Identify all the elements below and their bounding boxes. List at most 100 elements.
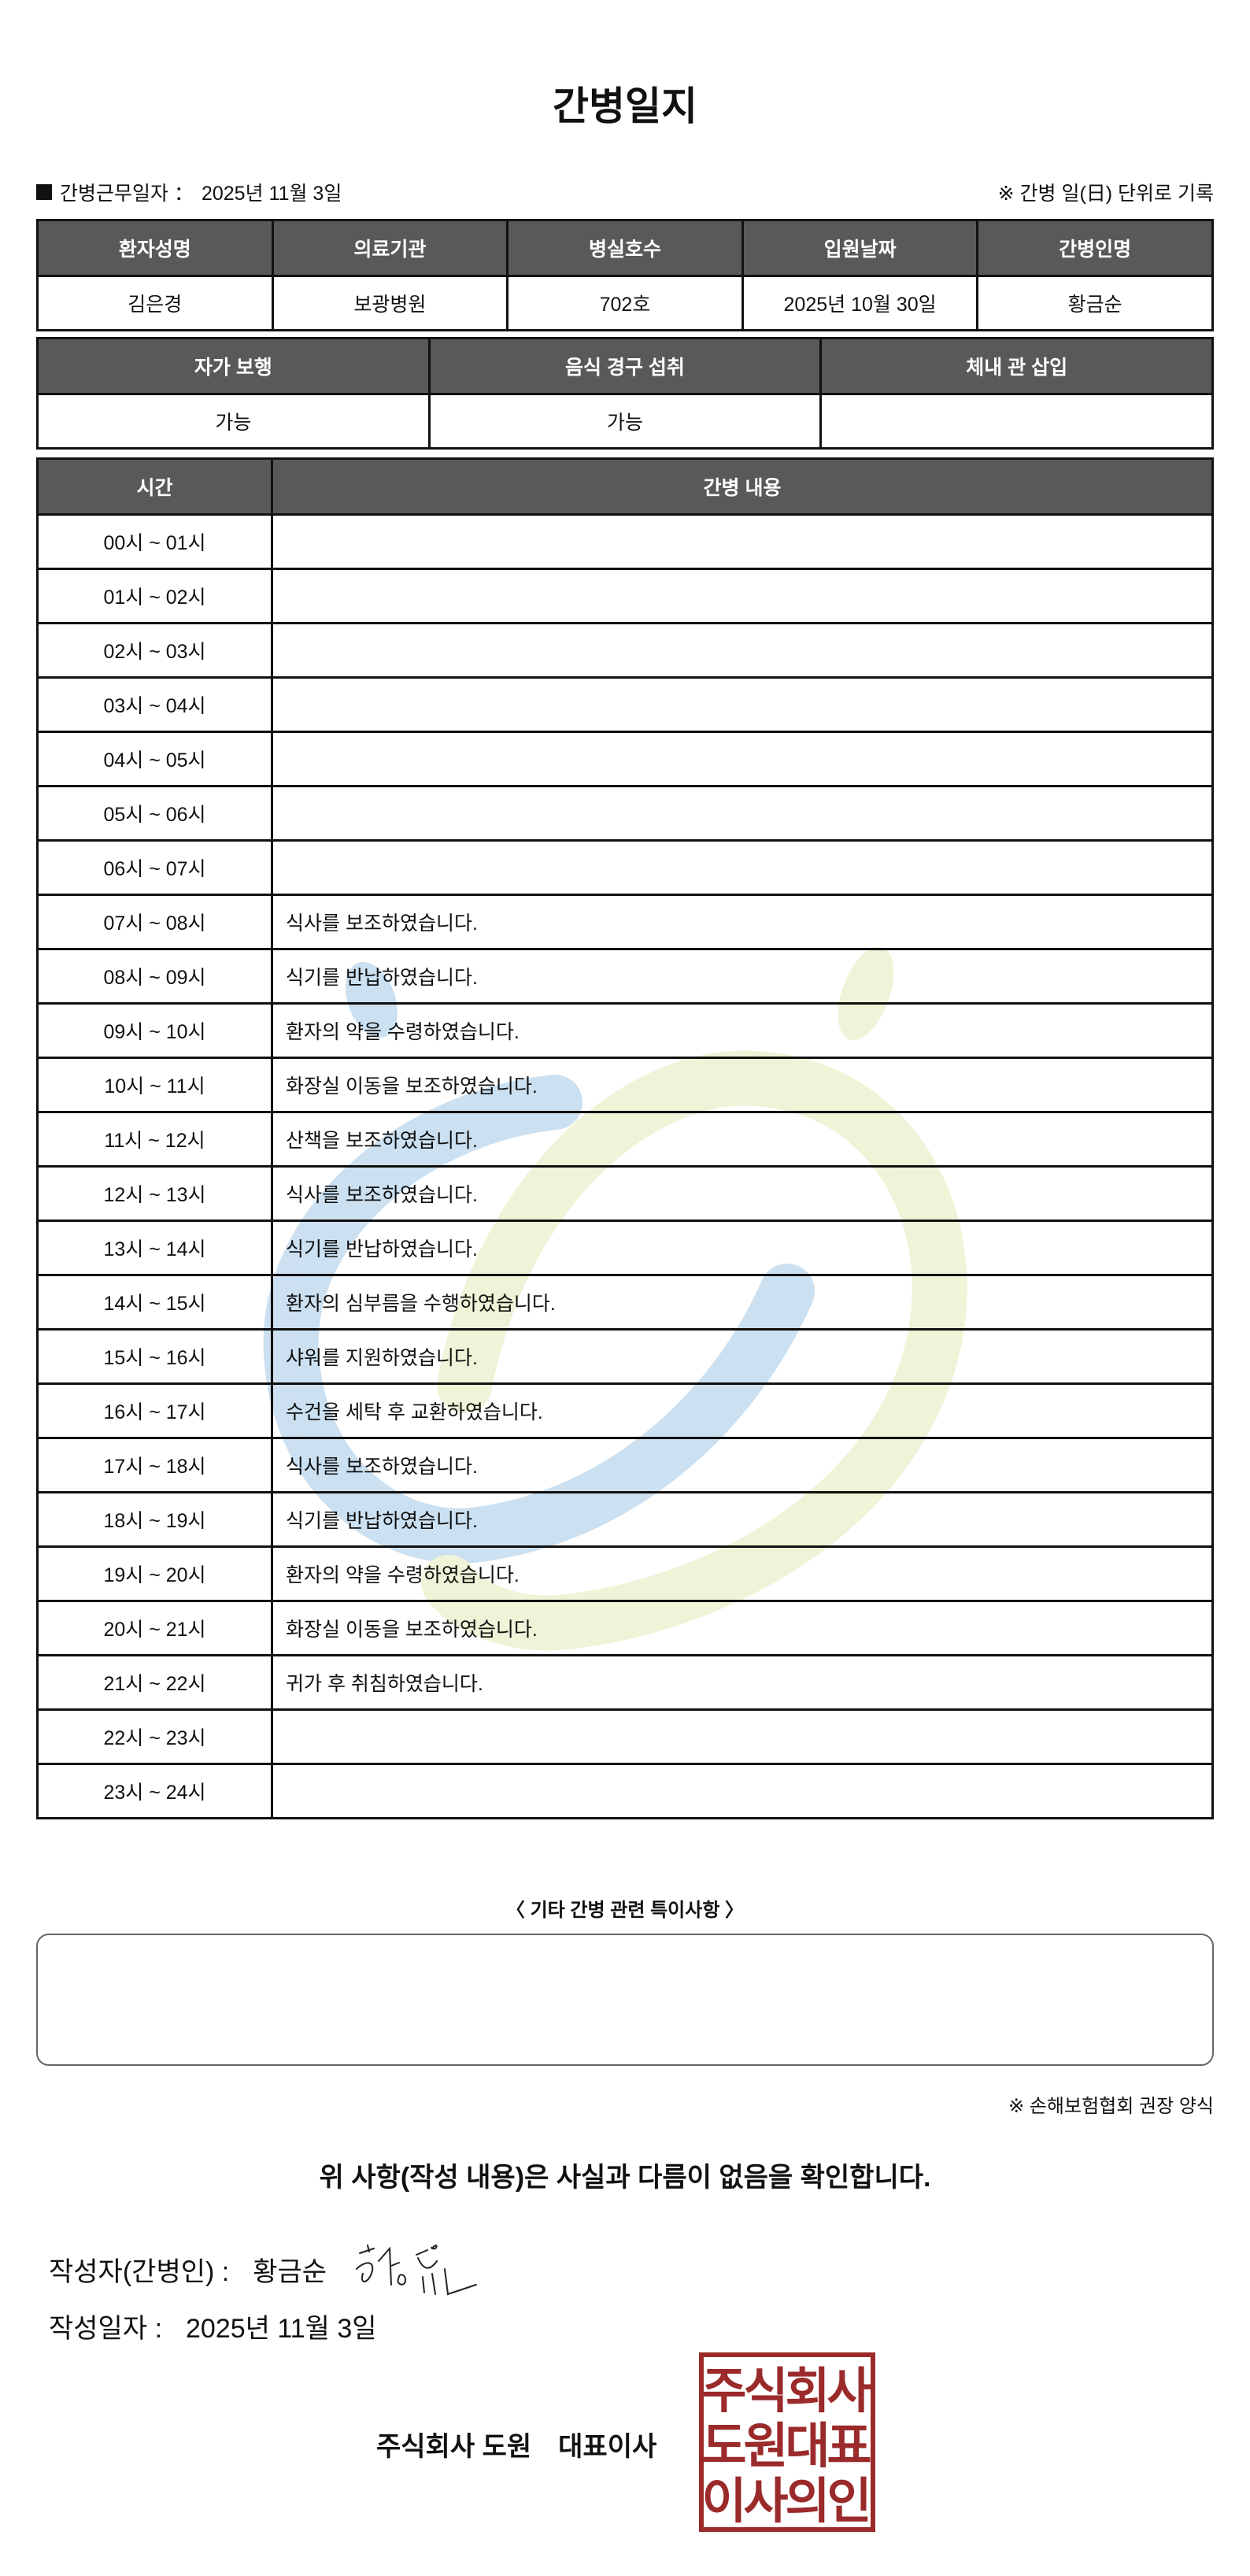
written-date: 작성일자 : 2025년 11월 3일 bbox=[49, 2307, 377, 2345]
time-cell: 15시 ~ 16시 bbox=[36, 1328, 273, 1385]
content-cell: 산책을 보조하였습니다. bbox=[271, 1111, 1214, 1168]
seal-char: 대 bbox=[785, 2419, 830, 2474]
table-row: 22시 ~ 23시 bbox=[36, 1708, 1214, 1765]
time-cell: 06시 ~ 07시 bbox=[36, 839, 273, 896]
writer-label: 작성자(간병인) : bbox=[49, 2256, 230, 2287]
seal-char: 도 bbox=[701, 2419, 746, 2474]
table-row: 08시 ~ 09시 식기를 반납하였습니다. bbox=[36, 948, 1214, 1005]
table-row: 07시 ~ 08시 식사를 보조하였습니다. bbox=[36, 894, 1214, 950]
company-name: 주식회사 도원 bbox=[376, 2432, 532, 2462]
content-cell bbox=[271, 568, 1214, 624]
seal-char: 사 bbox=[743, 2474, 788, 2529]
header-hospital: 의료기관 bbox=[271, 219, 509, 277]
content-cell: 식사를 보조하였습니다. bbox=[271, 1437, 1214, 1493]
seal-char: 식 bbox=[743, 2364, 788, 2419]
work-date: 간병근무일자 ： 2025년 11월 3일 bbox=[36, 178, 342, 206]
table-row: 00시 ~ 01시 bbox=[36, 513, 1214, 570]
confirm-statement: 위 사항(작성 내용)은 사실과 다름이 없음을 확인합니다. bbox=[319, 2163, 931, 2193]
time-cell: 22시 ~ 23시 bbox=[36, 1708, 273, 1765]
content-cell: 식사를 보조하였습니다. bbox=[271, 894, 1214, 950]
time-cell: 08시 ~ 09시 bbox=[36, 948, 273, 1005]
recommend-note: ※ 손해보험협회 권장 양식 bbox=[1008, 2096, 1214, 2117]
content-cell: 식기를 반납하였습니다. bbox=[271, 1220, 1214, 1276]
work-date-label: 간병근무일자 ： bbox=[60, 183, 194, 205]
table-row: 06시 ~ 07시 bbox=[36, 839, 1214, 896]
time-cell: 17시 ~ 18시 bbox=[36, 1437, 273, 1493]
table-row: 23시 ~ 24시 bbox=[36, 1763, 1214, 1819]
time-cell: 07시 ~ 08시 bbox=[36, 894, 273, 950]
table-row: 02시 ~ 03시 bbox=[36, 622, 1214, 679]
table-row: 01시 ~ 02시 bbox=[36, 568, 1214, 624]
time-cell: 18시 ~ 19시 bbox=[36, 1491, 273, 1548]
content-cell: 화장실 이동을 보조하였습니다. bbox=[271, 1057, 1214, 1113]
table-row: 10시 ~ 11시 화장실 이동을 보조하였습니다. bbox=[36, 1057, 1214, 1113]
patient-info-table: 환자성명 의료기관 병실호수 입원날짜 간병인명 김은경 보광병원 702호 2… bbox=[36, 219, 1214, 331]
table-row: 14시 ~ 15시 환자의 심부름을 수행하였습니다. bbox=[36, 1274, 1214, 1331]
oral-intake: 가능 bbox=[427, 393, 823, 450]
seal-char: 회 bbox=[785, 2364, 830, 2419]
care-log-table: 시간 간병 내용 00시 ~ 01시 01시 ~ 02시 02시 ~ 03시 03시 … bbox=[36, 457, 1214, 1819]
header-room: 병실호수 bbox=[506, 219, 744, 277]
time-cell: 20시 ~ 21시 bbox=[36, 1600, 273, 1656]
table-row: 11시 ~ 12시 산책을 보조하였습니다. bbox=[36, 1111, 1214, 1168]
table-row: 15시 ~ 16시 샤워를 지원하였습니다. bbox=[36, 1328, 1214, 1385]
time-cell: 01시 ~ 02시 bbox=[36, 568, 273, 624]
page-title: 간병일지 bbox=[553, 84, 697, 128]
content-cell bbox=[271, 1708, 1214, 1765]
table-row: 21시 ~ 22시 귀가 후 취침하였습니다. bbox=[36, 1654, 1214, 1711]
time-cell: 23시 ~ 24시 bbox=[36, 1763, 273, 1819]
writer: 작성자(간병인) : 황금순 bbox=[49, 2237, 484, 2300]
content-cell bbox=[271, 622, 1214, 679]
time-cell: 05시 ~ 06시 bbox=[36, 785, 273, 842]
time-cell: 02시 ~ 03시 bbox=[36, 622, 273, 679]
seal-char: 주 bbox=[701, 2364, 746, 2419]
content-cell bbox=[271, 1763, 1214, 1819]
time-cell: 09시 ~ 10시 bbox=[36, 1002, 273, 1059]
seal-char: 의 bbox=[785, 2474, 830, 2529]
table-row: 16시 ~ 17시 수건을 세탁 후 교환하였습니다. bbox=[36, 1382, 1214, 1439]
notes-box bbox=[36, 1934, 1214, 2066]
time-cell: 10시 ~ 11시 bbox=[36, 1057, 273, 1113]
hospital: 보광병원 bbox=[271, 275, 509, 331]
content-cell: 환자의 약을 수령하였습니다. bbox=[271, 1002, 1214, 1059]
table-row: 20시 ~ 21시 화장실 이동을 보조하였습니다. bbox=[36, 1600, 1214, 1656]
header-walking: 자가 보행 bbox=[36, 337, 431, 395]
square-bullet-icon bbox=[36, 184, 52, 200]
content-cell bbox=[271, 785, 1214, 842]
content-cell bbox=[271, 839, 1214, 896]
content-cell: 환자의 약을 수령하였습니다. bbox=[271, 1545, 1214, 1602]
table-row: 12시 ~ 13시 식사를 보조하였습니다. bbox=[36, 1165, 1214, 1222]
admission-date: 2025년 10월 30일 bbox=[741, 275, 979, 331]
content-cell: 화장실 이동을 보조하였습니다. bbox=[271, 1600, 1214, 1656]
time-cell: 03시 ~ 04시 bbox=[36, 676, 273, 733]
table-row: 17시 ~ 18시 식사를 보조하였습니다. bbox=[36, 1437, 1214, 1493]
content-cell: 식기를 반납하였습니다. bbox=[271, 1491, 1214, 1548]
walking: 가능 bbox=[36, 393, 431, 450]
content-cell: 식사를 보조하였습니다. bbox=[271, 1165, 1214, 1222]
writer-name: 황금순 bbox=[253, 2256, 327, 2287]
caregiver: 황금순 bbox=[976, 275, 1214, 331]
content-cell: 수건을 세탁 후 교환하였습니다. bbox=[271, 1382, 1214, 1439]
table-row: 18시 ~ 19시 식기를 반납하였습니다. bbox=[36, 1491, 1214, 1548]
content-cell: 환자의 심부름을 수행하였습니다. bbox=[271, 1274, 1214, 1331]
patient-status-table: 자가 보행 음식 경구 섭취 체내 관 삽입 가능 가능 bbox=[36, 337, 1214, 450]
table-row: 19시 ~ 20시 환자의 약을 수령하였습니다. bbox=[36, 1545, 1214, 1602]
header-patient-name: 환자성명 bbox=[36, 219, 274, 277]
content-cell bbox=[271, 513, 1214, 570]
signature bbox=[356, 2245, 478, 2296]
header-oral-intake: 음식 경구 섭취 bbox=[427, 337, 823, 395]
time-cell: 21시 ~ 22시 bbox=[36, 1654, 273, 1711]
header-tube: 체내 관 삽입 bbox=[819, 337, 1214, 395]
content-cell: 귀가 후 취침하였습니다. bbox=[271, 1654, 1214, 1711]
tube bbox=[819, 393, 1214, 450]
header-time: 시간 bbox=[36, 457, 273, 516]
time-cell: 11시 ~ 12시 bbox=[36, 1111, 273, 1168]
content-cell bbox=[271, 676, 1214, 733]
written-date-value: 2025년 11월 3일 bbox=[186, 2314, 377, 2344]
content-cell bbox=[271, 731, 1214, 787]
table-row: 04시 ~ 05시 bbox=[36, 731, 1214, 787]
table-row: 09시 ~ 10시 환자의 약을 수령하였습니다. bbox=[36, 1002, 1214, 1059]
patient-name: 김은경 bbox=[36, 275, 274, 331]
seal-char: 원 bbox=[743, 2419, 788, 2474]
